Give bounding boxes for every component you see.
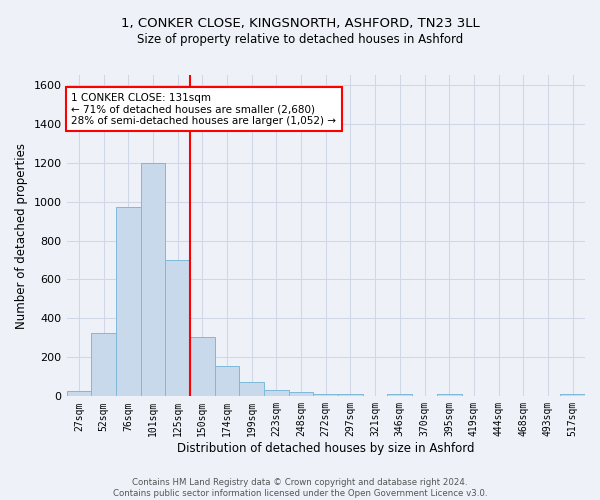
Bar (338, 394, 363, 396)
Bar (165, 260, 190, 396)
Bar (239, 382, 264, 396)
X-axis label: Distribution of detached houses by size in Ashford: Distribution of detached houses by size … (177, 442, 475, 455)
Bar (264, 390, 289, 396)
Bar (190, 337, 215, 396)
Bar (67, 392, 91, 396)
Text: Contains HM Land Registry data © Crown copyright and database right 2024.
Contai: Contains HM Land Registry data © Crown c… (113, 478, 487, 498)
Bar (437, 394, 461, 396)
Bar (313, 394, 338, 396)
Text: 1, CONKER CLOSE, KINGSNORTH, ASHFORD, TN23 3LL: 1, CONKER CLOSE, KINGSNORTH, ASHFORD, TN… (121, 18, 479, 30)
Y-axis label: Number of detached properties: Number of detached properties (15, 142, 28, 328)
Text: Size of property relative to detached houses in Ashford: Size of property relative to detached ho… (137, 32, 463, 46)
Bar (215, 366, 239, 396)
Bar (140, 162, 165, 396)
Bar (289, 392, 313, 396)
Bar (116, 208, 140, 396)
Text: 1 CONKER CLOSE: 131sqm
← 71% of detached houses are smaller (2,680)
28% of semi-: 1 CONKER CLOSE: 131sqm ← 71% of detached… (71, 92, 337, 126)
Bar (388, 394, 412, 396)
Bar (560, 394, 585, 396)
Bar (91, 333, 116, 396)
